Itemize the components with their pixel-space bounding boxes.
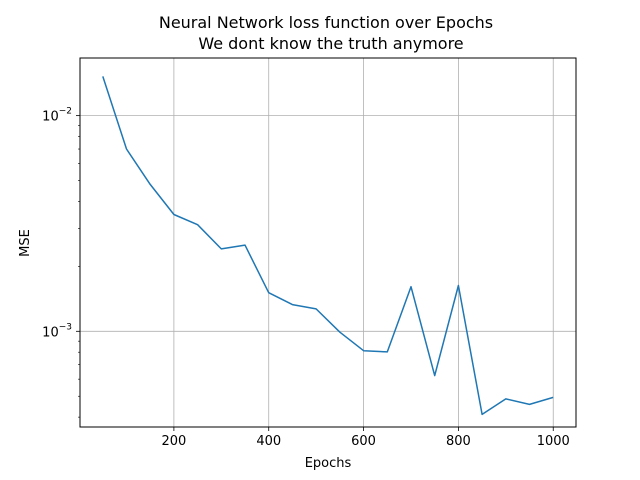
y-tick-label: 10−3 bbox=[42, 322, 72, 340]
grid-lines bbox=[80, 58, 576, 427]
x-tick-label: 1000 bbox=[537, 434, 570, 449]
series-layer bbox=[102, 76, 554, 416]
y-tick-label: 10−2 bbox=[42, 107, 72, 125]
y-axis-ticks: 10−210−3 bbox=[42, 107, 80, 418]
y-tick-base: 10 bbox=[42, 325, 59, 340]
x-tick-label: 400 bbox=[256, 434, 281, 449]
x-axis-label: Epochs bbox=[305, 456, 352, 471]
chart-subtitle: We dont know the truth anymore bbox=[198, 34, 463, 53]
chart-title: Neural Network loss function over Epochs bbox=[159, 13, 493, 32]
mse-series-line bbox=[102, 76, 554, 416]
plot-frame bbox=[79, 57, 577, 428]
y-tick-base: 10 bbox=[42, 110, 59, 125]
x-axis-ticks: 200 400 600 800 1000 bbox=[161, 427, 570, 449]
y-tick-exponent: −3 bbox=[59, 322, 72, 332]
x-tick-label: 600 bbox=[351, 434, 376, 449]
x-tick-label: 200 bbox=[161, 434, 186, 449]
y-tick-exponent: −2 bbox=[59, 107, 72, 117]
x-tick-label: 800 bbox=[446, 434, 471, 449]
y-axis-label: MSE bbox=[18, 229, 33, 257]
